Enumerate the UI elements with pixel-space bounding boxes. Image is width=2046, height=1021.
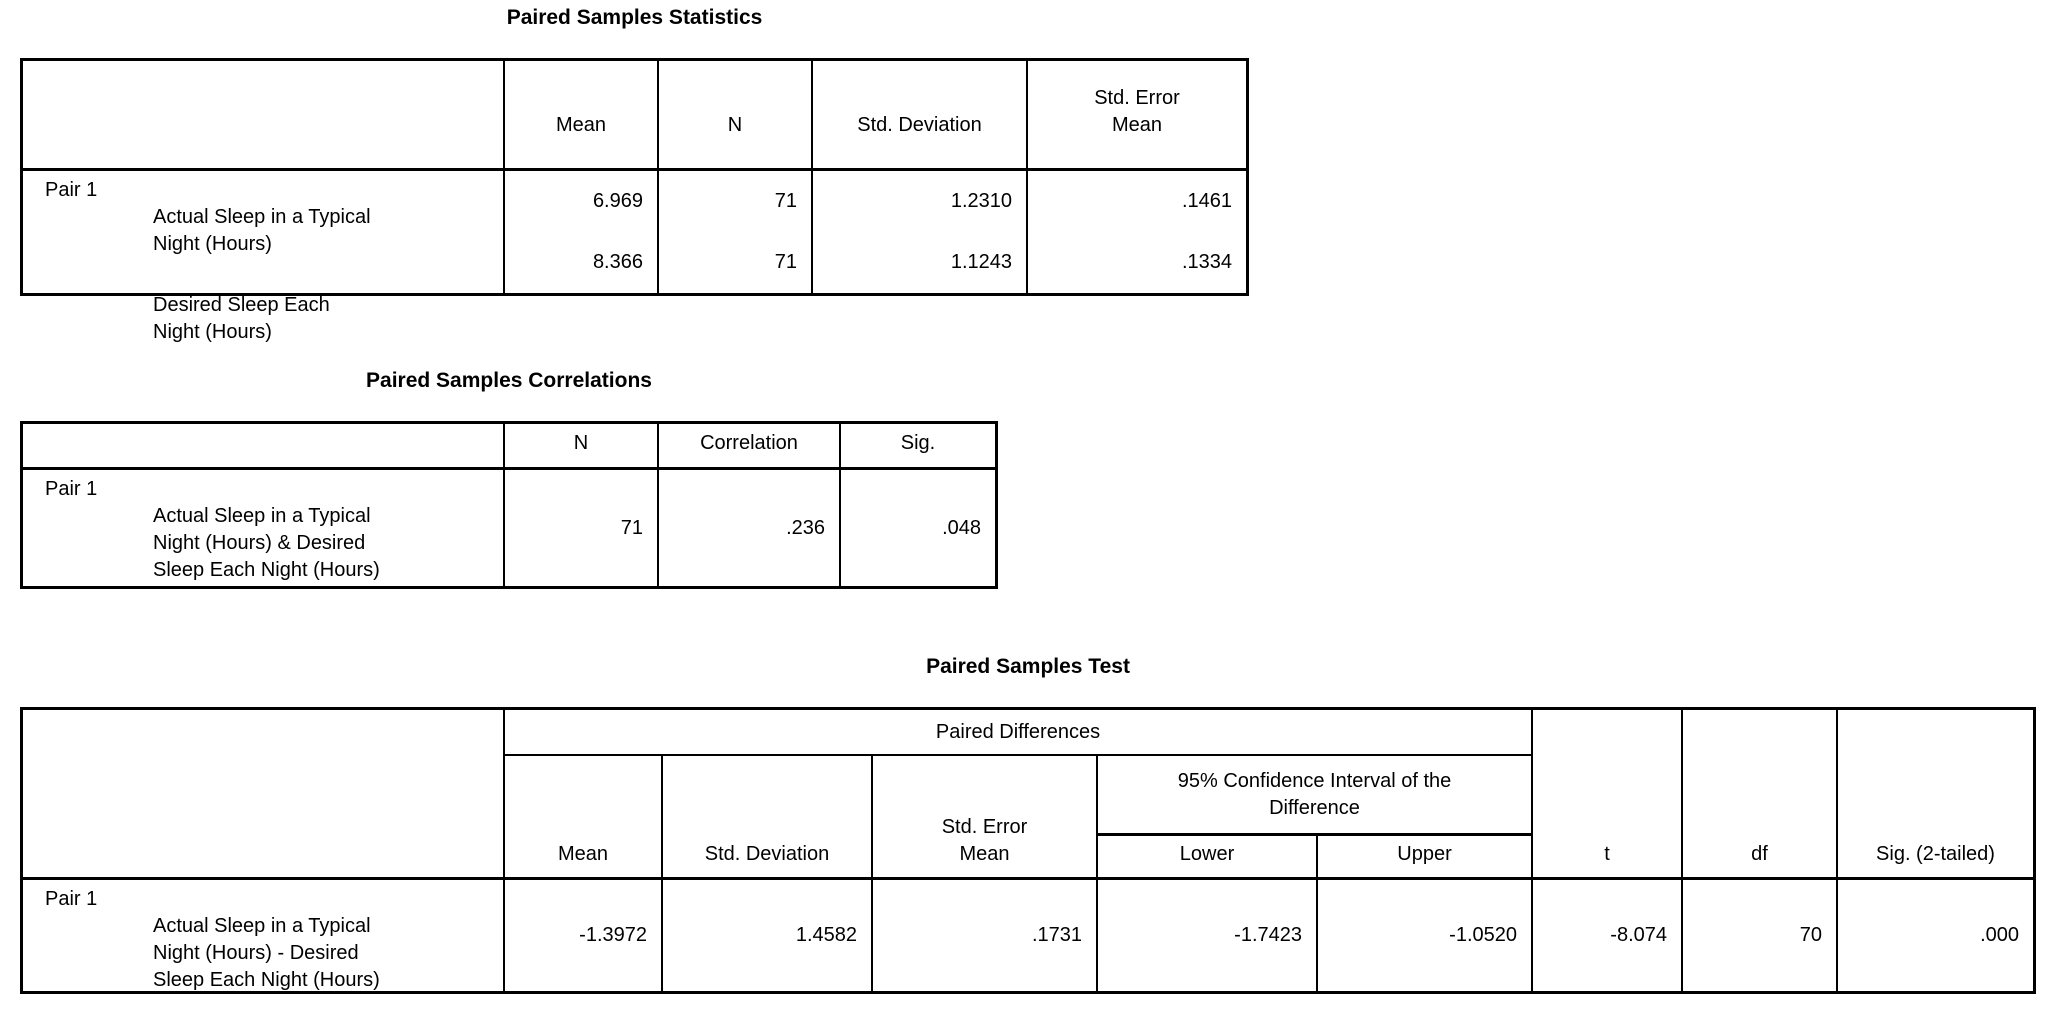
correlations-stub-cell: Pair 1 Actual Sleep in a Typical Night (…	[23, 470, 505, 586]
correlations-table-title: Paired Samples Correlations	[366, 369, 652, 392]
test-lower-value: -1.7423	[1098, 880, 1318, 991]
paired-samples-correlations-section: Paired Samples Correlations N Correlatio…	[20, 369, 998, 589]
test-header-std-error-mean: Std. Error Mean	[873, 756, 1098, 880]
correlations-variable-pair: Actual Sleep in a Typical Night (Hours) …	[153, 505, 380, 581]
correlations-corner-cell	[23, 424, 505, 470]
test-corner-cell	[23, 710, 505, 880]
statistics-row1-mean-value: 6.969	[505, 171, 659, 232]
test-variable-pair: Actual Sleep in a Typical Night (Hours) …	[153, 915, 380, 991]
test-header-mean: Mean	[505, 756, 663, 880]
correlations-header-n: N	[505, 424, 659, 470]
statistics-header-n: N	[659, 61, 813, 171]
test-df-value: 70	[1683, 880, 1838, 991]
test-t-value: -8.074	[1533, 880, 1683, 991]
test-header-sig-2-tailed: Sig. (2-tailed)	[1838, 710, 2033, 880]
statistics-row1-n-value: 71	[659, 171, 813, 232]
paired-samples-statistics-section: Paired Samples Statistics Mean N Std. De…	[20, 6, 1249, 343]
test-header-df: df	[1683, 710, 1838, 880]
test-header-t: t	[1533, 710, 1683, 880]
test-header-lower: Lower	[1098, 836, 1318, 880]
correlations-n-value: 71	[505, 470, 659, 586]
statistics-row2-n-value: 71	[659, 232, 813, 293]
statistics-variable-actual-sleep: Actual Sleep in a Typical Night (Hours)	[153, 206, 371, 255]
paired-samples-test-table: Paired Differences Mean Std. Deviation S…	[20, 707, 2036, 994]
correlations-header-sig: Sig.	[841, 424, 995, 470]
statistics-row2-std-deviation-value: 1.1243	[813, 232, 1028, 293]
statistics-header-mean: Mean	[505, 61, 659, 171]
test-std-error-mean-value: .1731	[873, 880, 1098, 991]
statistics-pair-label: Pair 1	[45, 179, 98, 201]
statistics-stub-cell: Pair 1 Actual Sleep in a Typical Night (…	[23, 171, 505, 343]
correlations-header-correlation: Correlation	[659, 424, 841, 470]
statistics-corner-cell	[23, 61, 505, 171]
test-header-std-deviation: Std. Deviation	[663, 756, 873, 880]
statistics-row1-std-deviation-value: 1.2310	[813, 171, 1028, 232]
test-std-deviation-value: 1.4582	[663, 880, 873, 991]
paired-samples-statistics-table: Mean N Std. Deviation Std. Error Mean Pa…	[20, 58, 1249, 343]
statistics-row1-std-error-mean-value: .1461	[1181, 190, 1232, 212]
statistics-header-std-deviation: Std. Deviation	[813, 61, 1028, 171]
test-header-confidence-interval: 95% Confidence Interval of the Differenc…	[1098, 756, 1533, 836]
test-header-upper: Upper	[1318, 836, 1533, 880]
paired-samples-correlations-table: N Correlation Sig. Pair 1 Actual Sleep i…	[20, 421, 998, 589]
statistics-row2-mean-value: 8.366	[505, 232, 659, 293]
test-sig-2-tailed-value: .000	[1980, 924, 2019, 946]
test-header-paired-differences: Paired Differences	[505, 710, 1533, 756]
statistics-row2-std-error-mean-value: .1334	[1181, 251, 1232, 273]
test-mean-value: -1.3972	[505, 880, 663, 991]
correlations-correlation-value: .236	[659, 470, 841, 586]
test-stub-cell: Pair 1 Actual Sleep in a Typical Night (…	[23, 880, 505, 991]
statistics-variable-labels: Actual Sleep in a Typical Night (Hours) …	[153, 171, 371, 380]
statistics-header-std-error-mean: Std. Error Mean	[1028, 61, 1246, 171]
correlations-pair-label: Pair 1	[45, 478, 98, 500]
statistics-table-title: Paired Samples Statistics	[506, 6, 763, 29]
test-upper-value: -1.0520	[1318, 880, 1533, 991]
test-pair-label: Pair 1	[45, 888, 98, 910]
correlations-sig-value: .048	[942, 516, 981, 539]
test-table-title: Paired Samples Test	[926, 655, 1130, 678]
statistics-variable-desired-sleep: Desired Sleep Each Night (Hours)	[153, 294, 330, 343]
paired-samples-test-section: Paired Samples Test Paired Differences M…	[20, 655, 2036, 994]
